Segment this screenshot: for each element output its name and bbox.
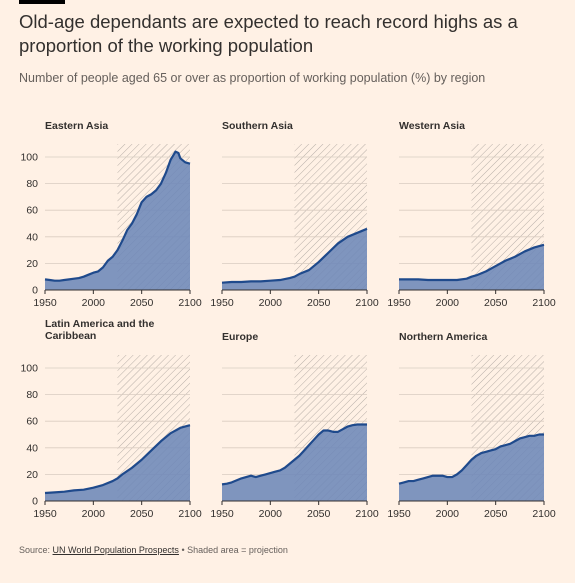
- x-tick-label-europe-1950: 1950: [210, 508, 234, 520]
- chart-title: Old-age dependants are expected to reach…: [19, 11, 518, 56]
- series-line-eastern-asia: [44, 150, 191, 282]
- x-tick-label-southern-asia-1950: 1950: [210, 297, 234, 309]
- x-tick-label-western-asia-2050: 2050: [484, 297, 508, 309]
- panel-title-southern-asia: Southern Asia: [222, 120, 293, 132]
- source-link[interactable]: UN World Population Prospects: [52, 545, 179, 555]
- panel-title-western-asia: Western Asia: [399, 120, 465, 132]
- x-tick-label-latin-america-and-the-caribbean-2100: 2100: [178, 508, 202, 520]
- x-tick-label-eastern-asia-2100: 2100: [178, 297, 202, 309]
- x-tick-label-western-asia-1950: 1950: [387, 297, 411, 309]
- y-tick-label-latin-america-and-the-caribbean-0: 0: [32, 496, 38, 508]
- x-tick-label-latin-america-and-the-caribbean-2000: 2000: [82, 508, 106, 520]
- x-tick-label-northern-america-1950: 1950: [387, 508, 411, 520]
- panel-northern-america: Northern America 1950 2000 2050 2100: [387, 331, 556, 520]
- x-tick-label-northern-america-2000: 2000: [436, 508, 460, 520]
- y-tick-label-latin-america-and-the-caribbean-100: 100: [20, 363, 38, 375]
- source-prefix: Source:: [19, 545, 53, 555]
- source-note: Source: UN World Population Prospects • …: [19, 545, 288, 555]
- series-line-northern-america: [398, 433, 544, 485]
- panel-southern-asia: Southern Asia 1950 2000 2050 2100: [210, 120, 379, 309]
- brand-bar: [19, 0, 65, 4]
- area-western-asia: [399, 244, 544, 290]
- x-tick-label-europe-2050: 2050: [307, 508, 331, 520]
- x-tick-label-eastern-asia-2000: 2000: [82, 297, 106, 309]
- x-tick-label-western-asia-2000: 2000: [436, 297, 460, 309]
- y-tick-label-eastern-asia-0: 0: [32, 285, 38, 297]
- area-europe: [222, 424, 367, 501]
- x-tick-label-northern-america-2100: 2100: [532, 508, 556, 520]
- area-eastern-asia: [45, 151, 190, 290]
- series-line-southern-asia: [221, 227, 368, 284]
- chart-subtitle: Number of people aged 65 or over as prop…: [19, 71, 486, 85]
- y-tick-label-eastern-asia-40: 40: [26, 231, 38, 243]
- x-tick-label-southern-asia-2100: 2100: [355, 297, 379, 309]
- panel-latin-america-and-the-caribbean: Latin America and the Caribbean 0 20 40 60 80 1…: [20, 318, 201, 520]
- x-tick-label-latin-america-and-the-caribbean-2050: 2050: [130, 508, 154, 520]
- y-tick-label-latin-america-and-the-caribbean-60: 60: [26, 416, 38, 428]
- x-tick-label-eastern-asia-2050: 2050: [130, 297, 154, 309]
- panel-title-eastern-asia: Eastern Asia: [45, 120, 108, 132]
- y-tick-label-latin-america-and-the-caribbean-20: 20: [26, 469, 38, 481]
- panel-title-europe: Europe: [222, 331, 258, 343]
- x-tick-label-latin-america-and-the-caribbean-1950: 1950: [33, 508, 57, 520]
- series-line-latin-america-and-the-caribbean: [44, 424, 191, 495]
- y-tick-label-latin-america-and-the-caribbean-80: 80: [26, 389, 38, 401]
- y-tick-label-latin-america-and-the-caribbean-40: 40: [26, 442, 38, 454]
- panel-eastern-asia: Eastern Asia 0 20 40 60 80 100 1950 2000 2050 2100: [20, 120, 201, 309]
- x-tick-label-europe-2100: 2100: [355, 508, 379, 520]
- area-southern-asia: [222, 228, 367, 290]
- x-tick-label-western-asia-2100: 2100: [532, 297, 556, 309]
- y-tick-label-eastern-asia-100: 100: [20, 152, 38, 164]
- series-line-western-asia: [399, 243, 545, 282]
- series-line-europe: [221, 423, 367, 486]
- panel-title-northern-america: Northern America: [399, 331, 487, 343]
- area-latin-america-and-the-caribbean: [45, 425, 190, 501]
- panel-europe: Europe 1950 2000 2050 2100: [210, 331, 379, 520]
- x-tick-label-southern-asia-2050: 2050: [307, 297, 331, 309]
- x-tick-label-northern-america-2050: 2050: [484, 508, 508, 520]
- x-tick-label-southern-asia-2000: 2000: [259, 297, 283, 309]
- y-tick-label-eastern-asia-80: 80: [26, 178, 38, 190]
- y-tick-label-eastern-asia-60: 60: [26, 205, 38, 217]
- x-tick-label-eastern-asia-1950: 1950: [33, 297, 57, 309]
- panel-title-latin-america-and-the-caribbean: Latin America and the Caribbean: [45, 318, 154, 342]
- area-northern-america: [399, 434, 544, 501]
- panel-western-asia: Western Asia 1950 2000 2050 2100: [387, 120, 556, 309]
- y-tick-label-eastern-asia-20: 20: [26, 258, 38, 270]
- source-suffix: • Shaded area = projection: [178, 545, 288, 555]
- x-tick-label-europe-2000: 2000: [259, 508, 283, 520]
